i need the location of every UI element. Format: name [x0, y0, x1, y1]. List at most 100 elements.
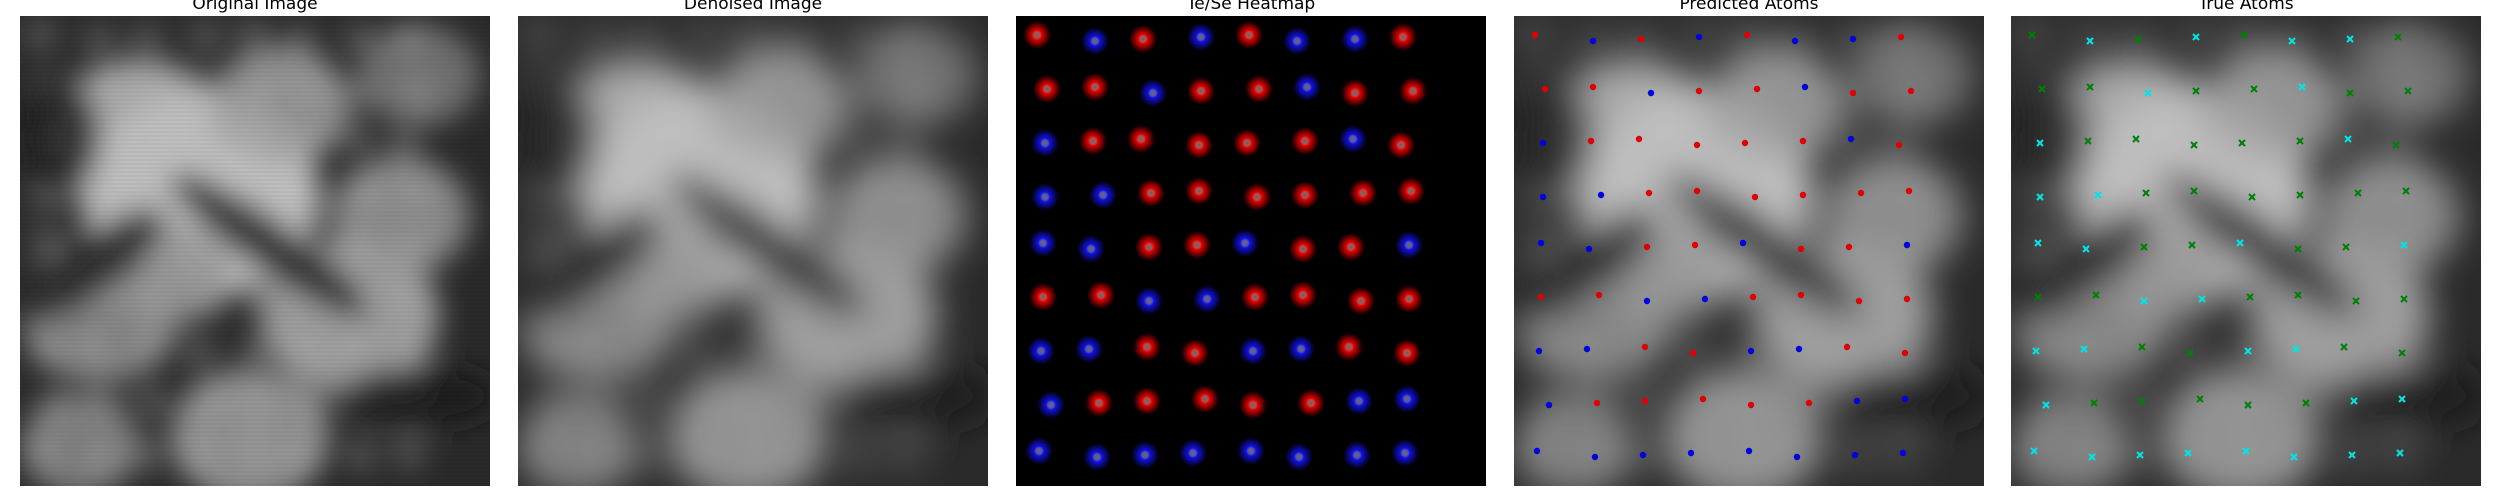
- panel-title-heatmap: Te/Se Heatmap: [1186, 0, 1316, 14]
- se-heat-spot: [1187, 23, 1215, 51]
- te-heat-spot: [1291, 127, 1319, 155]
- predicted-atom-se: [1747, 347, 1755, 355]
- atom-bump: [745, 73, 777, 105]
- true-atom-cyan: [2036, 139, 2044, 147]
- predicted-atom-se: [1745, 447, 1753, 455]
- atom-bump: [243, 281, 275, 313]
- true-atom-green: [2354, 189, 2362, 197]
- original-image: [20, 16, 490, 486]
- se-heat-spot: [1089, 181, 1117, 209]
- te-heat-spot: [1029, 283, 1057, 311]
- predicted-atom-se: [1647, 89, 1655, 97]
- atom-bump: [889, 21, 921, 53]
- heatmap-image: [1016, 16, 1486, 486]
- predicted-atom-te: [1595, 291, 1603, 299]
- predicted-atom-se: [1589, 37, 1597, 45]
- predicted-atom-te: [1857, 189, 1865, 197]
- atom-bump: [685, 129, 717, 161]
- intensity-blobs: [518, 19, 988, 486]
- true-atom-green: [2192, 87, 2200, 95]
- predicted-atom-te: [1641, 343, 1649, 351]
- se-heat-spot: [1391, 439, 1419, 467]
- atom-bump: [637, 177, 669, 209]
- panel-denoised: Denoised Image: [518, 0, 988, 500]
- atom-bump: [187, 129, 219, 161]
- predicted-atom-se: [1537, 239, 1545, 247]
- se-heat-spot: [1237, 437, 1265, 465]
- true-atom-green: [2092, 291, 2100, 299]
- true-atom-cyan: [2144, 89, 2152, 97]
- se-heat-spot: [1287, 335, 1315, 363]
- se-heat-spot: [1283, 27, 1311, 55]
- atom-bump: [195, 283, 227, 315]
- atom-bump: [739, 389, 771, 421]
- predicted-atom-te: [1699, 395, 1707, 403]
- panel-predicted: Predicted Atoms: [1514, 0, 1984, 500]
- atom-bump: [39, 389, 71, 421]
- atom-bump: [401, 75, 433, 107]
- true-atom-green: [2398, 349, 2406, 357]
- atom-bump: [837, 231, 869, 263]
- atom-bump: [583, 441, 615, 473]
- atom-bump: [691, 383, 723, 415]
- atom-bump: [91, 179, 123, 211]
- dark-channel: [518, 76, 598, 196]
- dark-channel: [170, 173, 370, 319]
- panel-heatmap: Te/Se Heatmap: [1016, 0, 1486, 500]
- predicted-atom-te: [1587, 137, 1595, 145]
- atom-bump: [687, 75, 719, 107]
- te-heat-spot: [1291, 181, 1319, 209]
- dark-channel: [1514, 208, 1660, 324]
- se-heat-spot: [1029, 229, 1057, 257]
- atom-bump: [293, 125, 325, 157]
- true-atom-green: [2340, 343, 2348, 351]
- predicted-atom-te: [1799, 137, 1807, 145]
- predicted-atom-se: [1639, 451, 1647, 459]
- te-heat-spot: [1347, 287, 1375, 315]
- atom-bump: [537, 389, 569, 421]
- atom-bump: [887, 129, 919, 161]
- true-atom-cyan: [2288, 37, 2296, 45]
- atom-bump: [389, 129, 421, 161]
- atom-bump: [337, 331, 369, 363]
- atom-bump: [83, 71, 115, 103]
- te-heat-spot: [1335, 333, 1363, 361]
- predicted-atom-te: [1741, 139, 1749, 147]
- predicted-atom-se: [1643, 297, 1651, 305]
- atom-bump: [343, 23, 375, 55]
- panel-title-true: True Atoms: [2198, 0, 2294, 14]
- atom-bump: [681, 337, 713, 369]
- predicted-atom-te: [1643, 243, 1651, 251]
- predicted-atom-te: [1805, 399, 1813, 407]
- se-heat-spot: [1139, 79, 1167, 107]
- predicted-atom-te: [1693, 187, 1701, 195]
- atom-bump: [397, 229, 429, 261]
- true-atom-green: [2400, 295, 2408, 303]
- intensity-blob: [708, 46, 848, 166]
- atom-bump: [293, 179, 325, 211]
- te-heat-spot: [1023, 21, 1051, 49]
- dark-channel: [518, 208, 664, 324]
- atom-bump: [839, 123, 871, 155]
- predicted-atom-se: [1695, 33, 1703, 41]
- te-heat-spot: [1127, 125, 1155, 153]
- atom-bump: [791, 125, 823, 157]
- true-atom-cyan: [2032, 347, 2040, 355]
- predicted-atom-te: [1695, 87, 1703, 95]
- atom-bump: [585, 387, 617, 419]
- atom-bump: [635, 285, 667, 317]
- se-heat-spot: [1025, 437, 1053, 465]
- atom-bump: [733, 127, 765, 159]
- dark-channel: [2331, 366, 2481, 426]
- atom-bump: [895, 283, 927, 315]
- true-atom-cyan: [2396, 449, 2404, 457]
- te-heat-spot: [1297, 389, 1325, 417]
- se-heat-spot: [1077, 235, 1105, 263]
- predicted-atom-se: [1597, 191, 1605, 199]
- dark-channel: [2161, 173, 2361, 319]
- se-heat-spot: [1193, 285, 1221, 313]
- predicted-atom-te: [1691, 241, 1699, 249]
- true-atom-green: [2084, 137, 2092, 145]
- te-heat-spot: [1033, 75, 1061, 103]
- atom-bump: [189, 21, 221, 53]
